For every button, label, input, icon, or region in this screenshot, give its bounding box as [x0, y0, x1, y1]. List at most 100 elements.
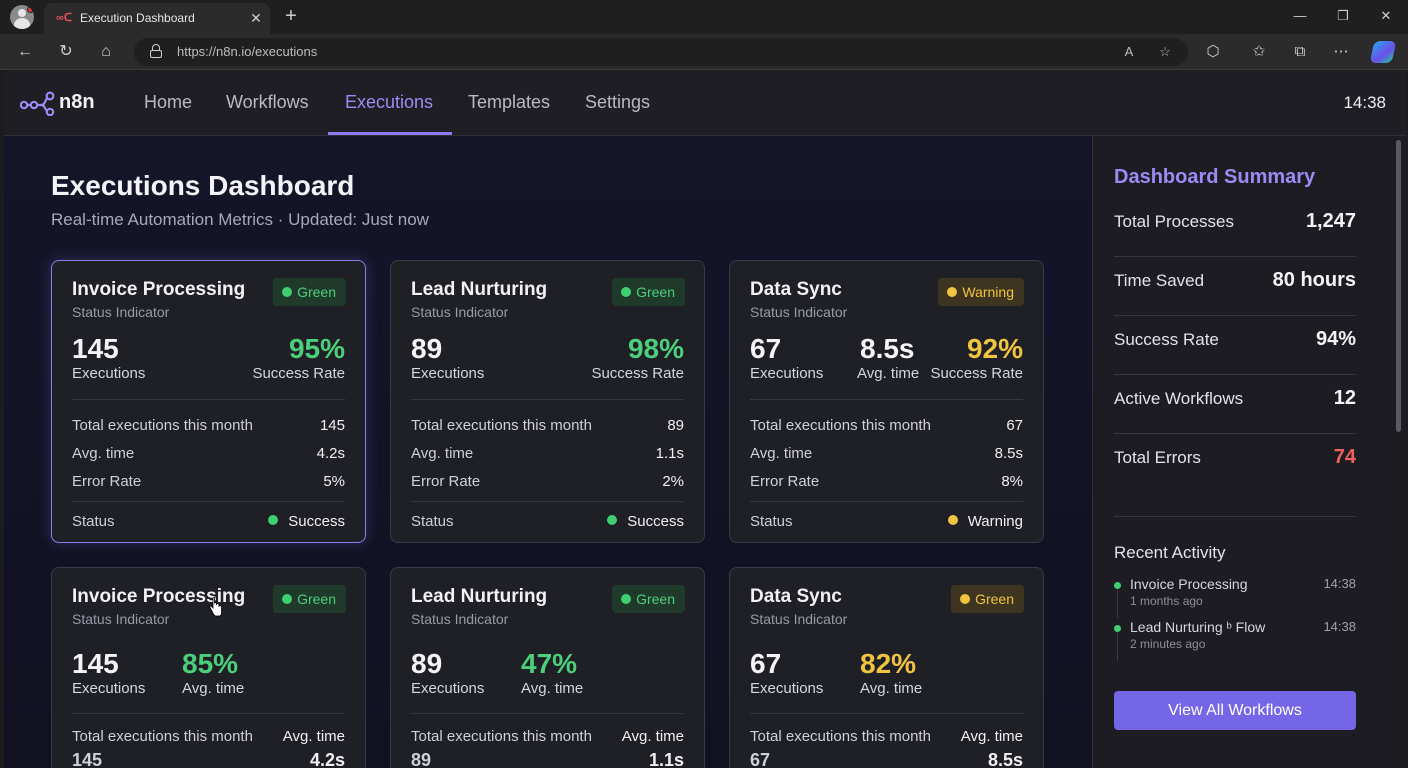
- row-value: 89: [667, 417, 684, 434]
- activity-time: 14:38: [1323, 619, 1356, 634]
- lock-icon[interactable]: [150, 44, 162, 58]
- row-value: 145: [72, 750, 103, 768]
- window-close-icon[interactable]: ✕: [1380, 8, 1392, 23]
- minimize-icon[interactable]: —: [1293, 8, 1307, 23]
- workflow-card[interactable]: Invoice Processing Status Indicator Gree…: [51, 260, 366, 543]
- workflow-card[interactable]: Data Sync Status Indicator Green 67 Exec…: [729, 567, 1044, 768]
- row-label: Total executions this month: [72, 728, 253, 745]
- summary-value: 94%: [1315, 328, 1356, 350]
- summary-row: Time Saved 80 hours: [1114, 257, 1356, 316]
- read-aloud-icon[interactable]: A: [1124, 44, 1134, 59]
- activity-item[interactable]: Lead Nurturing ᵇ Flow 14:38 2 minutes ag…: [1114, 619, 1356, 661]
- metric-label: Avg. time: [857, 365, 920, 382]
- status-dot-icon: [947, 515, 958, 525]
- row-value: 5%: [323, 473, 345, 490]
- profile-avatar-icon[interactable]: [10, 5, 34, 29]
- workflow-card[interactable]: Invoice Processing Status Indicator Gree…: [51, 567, 366, 768]
- dashboard-summary-panel: Dashboard Summary Total Processes 1,247 …: [1092, 136, 1406, 768]
- divider: [72, 501, 345, 502]
- status-badge: Green: [612, 278, 685, 306]
- favorite-star-icon[interactable]: ☆: [1159, 44, 1171, 59]
- row-value: 2%: [662, 473, 684, 490]
- collections-icon[interactable]: ⧉: [1294, 43, 1306, 60]
- activity-ago: 1 months ago: [1130, 594, 1203, 608]
- workflow-card[interactable]: Lead Nurturing Status Indicator Green 89…: [390, 567, 705, 768]
- divider: [72, 399, 345, 400]
- row-label: Total executions this month: [411, 417, 592, 434]
- metric-label: Executions: [72, 680, 146, 697]
- status-badge: Green: [273, 278, 346, 306]
- metric-value: 98%: [627, 333, 684, 364]
- row-value: 8.5s: [994, 445, 1023, 462]
- card-title: Lead Nurturing: [411, 279, 548, 300]
- url-field[interactable]: https://n8n.io/executions A ☆: [134, 38, 1188, 66]
- card-subtitle: Status Indicator: [72, 611, 170, 627]
- timeline-line: [1117, 590, 1118, 618]
- summary-label: Total Processes: [1114, 212, 1234, 231]
- divider: [72, 713, 345, 714]
- summary-value: 74: [1333, 446, 1356, 468]
- status-badge: Warning: [938, 278, 1024, 306]
- row-label: Avg. time: [750, 445, 813, 462]
- summary-value: 80 hours: [1272, 269, 1356, 291]
- row-value: 8%: [1001, 473, 1023, 490]
- summary-row: Total Processes 1,247: [1114, 198, 1356, 257]
- metric-value: 89: [411, 648, 443, 679]
- status-text: Success: [288, 513, 345, 530]
- workflow-card[interactable]: Data Sync Status Indicator Warning 67 Ex…: [729, 260, 1044, 543]
- back-icon[interactable]: ←: [17, 43, 33, 60]
- card-subtitle: Status Indicator: [411, 611, 509, 627]
- timeline-line: [1117, 633, 1118, 661]
- metric-label: Avg. time: [521, 680, 584, 697]
- restore-icon[interactable]: ❐: [1337, 8, 1349, 23]
- metric-label: Success Rate: [930, 365, 1023, 382]
- activity-dot-icon: [1114, 625, 1121, 632]
- sidebar-scrollbar[interactable]: [1396, 140, 1401, 432]
- nav-workflows[interactable]: Workflows: [226, 92, 309, 112]
- activity-dot-icon: [1114, 582, 1121, 589]
- activity-item[interactable]: Invoice Processing 14:38 1 months ago: [1114, 576, 1356, 618]
- metric-label: Executions: [411, 365, 485, 382]
- metric-label: Avg. time: [860, 680, 923, 697]
- activity-ago: 2 minutes ago: [1130, 637, 1206, 651]
- status-badge: Green: [273, 585, 346, 613]
- nav-home[interactable]: Home: [144, 92, 193, 112]
- status-badge: Green: [612, 585, 685, 613]
- clock: 14:38: [1343, 93, 1386, 112]
- nav-templates[interactable]: Templates: [468, 92, 551, 112]
- card-subtitle: Status Indicator: [750, 304, 848, 320]
- divider: [411, 501, 684, 502]
- status-badge: Green: [951, 585, 1024, 613]
- status-value: Success: [607, 513, 684, 530]
- status-dot-icon: [607, 515, 618, 525]
- home-icon[interactable]: ⌂: [101, 43, 111, 60]
- tab-close-icon[interactable]: ✕: [250, 10, 262, 26]
- more-menu-icon[interactable]: ⋯: [1333, 43, 1349, 60]
- summary-label: Total Errors: [1114, 448, 1201, 467]
- metric-label: Executions: [411, 680, 485, 697]
- row-label: Error Rate: [72, 473, 142, 490]
- row-value: 67: [750, 750, 771, 768]
- metric-value: 67: [750, 333, 782, 364]
- extensions-icon[interactable]: ⬡: [1206, 43, 1220, 60]
- summary-value: 1,247: [1305, 210, 1356, 232]
- metric-value: 67: [750, 648, 782, 679]
- browser-tab[interactable]: ∞ᑕ Execution Dashboard ✕: [44, 3, 270, 34]
- n8n-app: n8n Home Workflows Executions Templates …: [4, 70, 1406, 768]
- nav-settings[interactable]: Settings: [585, 92, 651, 112]
- row-value: 145: [319, 417, 345, 434]
- new-tab-icon[interactable]: +: [285, 5, 297, 27]
- workflow-card[interactable]: Lead Nurturing Status Indicator Green 89…: [390, 260, 705, 543]
- refresh-icon[interactable]: ↻: [59, 43, 73, 60]
- url-text[interactable]: https://n8n.io/executions: [177, 44, 318, 59]
- row-label: Total executions this month: [411, 728, 592, 745]
- summary-label: Time Saved: [1114, 271, 1205, 290]
- card-title: Data Sync: [750, 279, 842, 300]
- copilot-icon[interactable]: [1369, 41, 1397, 63]
- nav-executions[interactable]: Executions: [345, 92, 434, 112]
- row-label: Total executions this month: [72, 417, 253, 434]
- view-all-workflows-button[interactable]: View All Workflows: [1114, 691, 1356, 730]
- row-label: Avg. time: [411, 445, 474, 462]
- metric-value: 82%: [860, 648, 917, 679]
- favorites-icon[interactable]: ✩: [1252, 43, 1266, 60]
